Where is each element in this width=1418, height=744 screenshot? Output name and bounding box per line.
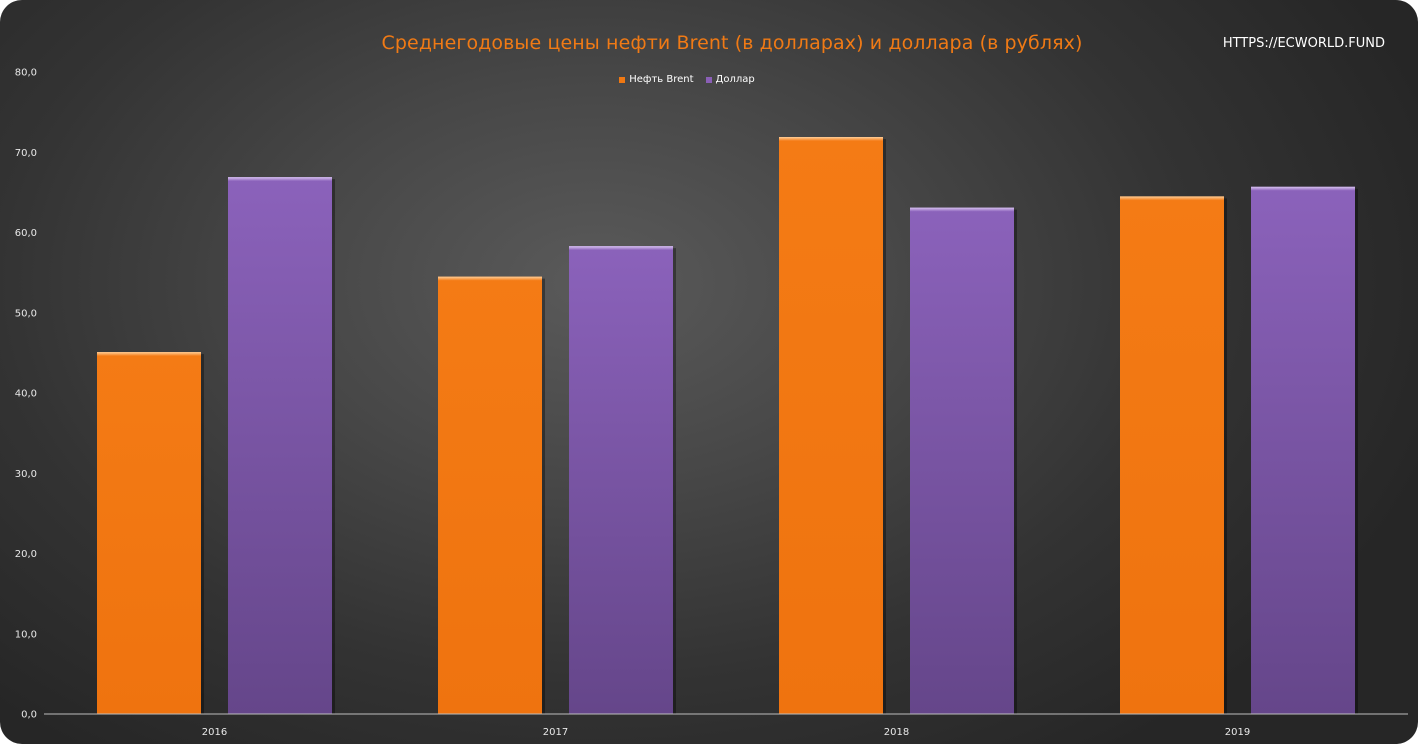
bar-dollar-cap — [910, 207, 1014, 212]
legend-item-brent: Нефть Brent — [619, 74, 694, 85]
y-tick-label: 30,0 — [15, 469, 37, 480]
bar-brent-2016 — [97, 352, 201, 714]
bar-brent-2018 — [779, 137, 883, 714]
source-url: HTTPS://ECWORLD.FUND — [1222, 36, 1385, 51]
y-tick-label: 20,0 — [15, 549, 37, 560]
bar-brent-cap — [97, 352, 201, 357]
x-tick-label: 2017 — [543, 727, 568, 738]
y-tick-label: 0,0 — [21, 710, 37, 721]
bar-dollar-2018 — [910, 207, 1014, 714]
legend-swatch-dollar — [705, 76, 712, 83]
legend-label-dollar: Доллар — [715, 74, 755, 85]
legend-label-brent: Нефть Brent — [629, 74, 694, 85]
y-tick-label: 60,0 — [15, 228, 37, 239]
bar-dollar-2016 — [228, 177, 332, 714]
y-axis: 0,0 10,0 20,0 30,0 40,0 50,0 60,0 70,0 80,0 — [15, 68, 37, 721]
x-tick-label: 2016 — [202, 727, 227, 738]
bars — [97, 137, 1358, 714]
bar-brent-cap — [1120, 196, 1224, 201]
y-tick-label: 50,0 — [15, 308, 37, 319]
legend-swatch-brent — [619, 76, 626, 83]
bar-brent-2019 — [1120, 196, 1224, 714]
x-tick-label: 2019 — [1225, 727, 1250, 738]
bar-dollar-cap — [569, 246, 673, 251]
x-tick-label: 2018 — [884, 727, 909, 738]
y-tick-label: 40,0 — [15, 389, 37, 400]
bar-brent-2017 — [438, 276, 542, 714]
x-axis-labels: 2016 2017 2018 2019 — [202, 727, 1250, 738]
bar-brent-cap — [438, 276, 542, 281]
chart-title: Среднегодовые цены нефти Brent (в доллар… — [381, 32, 1083, 54]
y-tick-label: 70,0 — [15, 148, 37, 159]
y-tick-label: 10,0 — [15, 629, 37, 640]
bar-dollar-2017 — [569, 246, 673, 714]
y-tick-label: 80,0 — [15, 68, 37, 79]
bar-dollar-cap — [1251, 186, 1355, 191]
legend: Нефть Brent Доллар — [0, 74, 1374, 85]
bar-dollar-cap — [228, 177, 332, 182]
bar-brent-cap — [779, 137, 883, 142]
bar-dollar-2019 — [1251, 186, 1355, 714]
legend-item-dollar: Доллар — [705, 74, 755, 85]
